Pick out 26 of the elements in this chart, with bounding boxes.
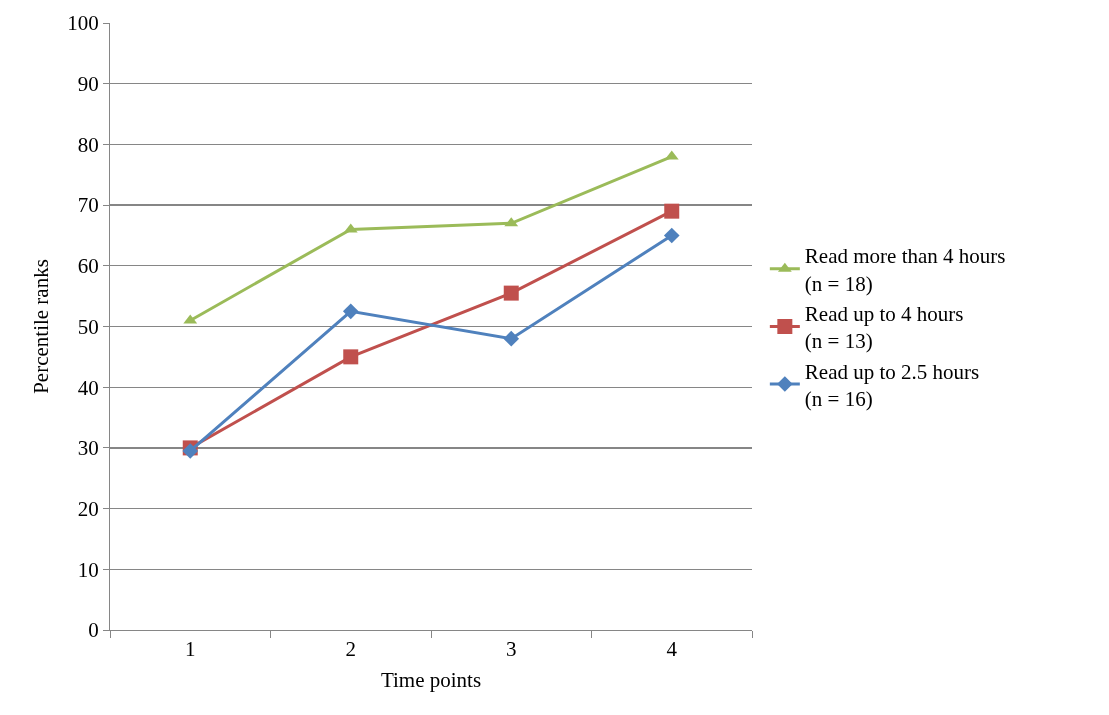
x-tick-label: 1 bbox=[185, 637, 196, 662]
point bbox=[343, 349, 359, 365]
point bbox=[503, 285, 519, 301]
x-tick-label: 3 bbox=[506, 637, 517, 662]
y-tick-label: 30 bbox=[77, 436, 99, 461]
y-tick-label: 20 bbox=[77, 496, 99, 521]
point bbox=[663, 227, 680, 244]
y-axis-title: Percentile ranks bbox=[29, 259, 54, 394]
x-axis-title: Time points bbox=[380, 668, 482, 693]
y-tick-label: 60 bbox=[77, 254, 99, 279]
y-tick-label: 40 bbox=[77, 375, 99, 400]
y-tick-label: 100 bbox=[67, 11, 99, 36]
y-tick-label: 80 bbox=[77, 132, 99, 157]
y-tick-label: 10 bbox=[77, 557, 99, 582]
legend-label: Read up to 4 hours (n = 13) bbox=[804, 301, 964, 354]
legend-label: Read more than 4 hours (n = 18) bbox=[804, 244, 1006, 296]
point bbox=[342, 303, 359, 320]
y-tick-label: 50 bbox=[77, 314, 99, 339]
point bbox=[503, 330, 520, 347]
point bbox=[664, 203, 680, 219]
x-tick-label: 2 bbox=[345, 637, 356, 662]
legend-label: Read up to 2.5 hours (n = 16) bbox=[804, 359, 980, 411]
y-tick-label: 70 bbox=[77, 193, 99, 218]
y-tick-label: 0 bbox=[88, 618, 99, 643]
y-tick-label: 90 bbox=[77, 72, 99, 97]
x-tick-label: 4 bbox=[666, 637, 678, 662]
